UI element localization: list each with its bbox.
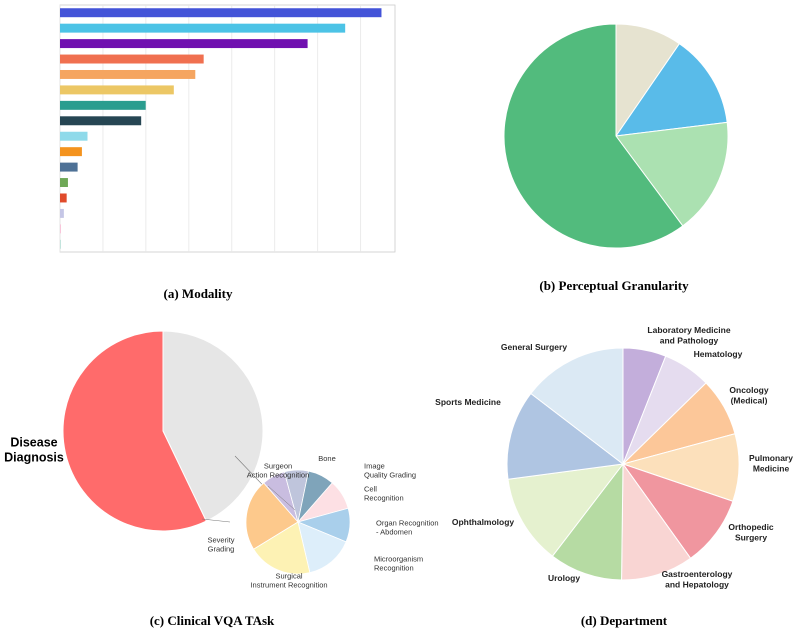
- slice-image-level: [503, 23, 684, 249]
- slice-outer-label: Pulmonary Medicine: [749, 453, 793, 474]
- slice-urology: [551, 462, 624, 581]
- sub-slice-outer-label: Organ Recognition - Abdomen: [376, 519, 439, 537]
- sub-slice-surgical-instrument-recognition: [297, 521, 347, 574]
- bar-hp: [60, 54, 204, 64]
- bar-fp: [60, 85, 174, 95]
- slice-outer-label: Sports Medicine: [435, 397, 501, 407]
- slice-other-tasks: [162, 330, 264, 522]
- bar-microscopy: [60, 100, 146, 110]
- bar-oct: [60, 131, 88, 141]
- label-leader-line: [267, 485, 296, 511]
- sub-slice-outer-label: Surgical Instrument Recognition: [250, 572, 327, 590]
- slice-outer-label: Hematology: [694, 349, 743, 359]
- slice-orthopedic-surgery: [621, 463, 734, 559]
- slice-general-surgery: [530, 347, 624, 466]
- slice-box-level: [615, 121, 729, 227]
- bar-cmr: [60, 224, 61, 234]
- slice-outer-label: General Surgery: [501, 342, 567, 352]
- caption-c: (c) Clinical VQA TAsk: [150, 613, 275, 628]
- sub-slice-outer-label: Bone: [318, 454, 336, 463]
- bar-cta: [60, 239, 61, 249]
- sub-slice-outer-label: Cell Recognition: [364, 485, 404, 503]
- slice-gastroenterology-and-hepatology: [621, 462, 692, 581]
- slice-outer-label: Oncology (Medical): [729, 385, 768, 406]
- bar-dermoscopy: [60, 116, 142, 126]
- bar-mri: [60, 8, 382, 18]
- granularity-pie-chart: [503, 23, 729, 249]
- sub-slice-outer-label: Surgeon Action Recognition: [247, 462, 310, 480]
- slice-mask-level: [614, 42, 728, 137]
- slice-disease-diagnosis: [62, 330, 207, 532]
- bar-colposcopy: [60, 178, 68, 188]
- bar-ultrasound: [60, 147, 82, 157]
- sub-slice-outer-label: Microorganism Recognition: [374, 555, 423, 573]
- caption-d: (d) Department: [581, 613, 668, 628]
- connector-line: [201, 518, 231, 523]
- caption-b: (b) Perceptual Granularity: [539, 278, 689, 293]
- sub-slice-outer-label: Severity Grading: [207, 536, 234, 554]
- slice-outer-label: Laboratory Medicine and Pathology: [647, 325, 730, 346]
- sub-slice-surgeon-action-recognition: [245, 482, 299, 550]
- caption-a: (a) Modality: [164, 286, 233, 301]
- slice-sports-medicine: [506, 392, 625, 480]
- bar-x-ray: [60, 69, 196, 79]
- slice-outer-label: Urology: [548, 573, 580, 583]
- bar-endoscopy: [60, 23, 346, 33]
- sub-slice-outer-label: Image Quality Grading: [364, 462, 416, 480]
- slice-outer-label: Gastroenterology and Hepatology: [662, 569, 733, 590]
- bar-ct: [60, 39, 308, 49]
- slice-outer-label: Disease Diagnosis: [4, 436, 64, 465]
- slice-ophthalmology: [507, 463, 625, 557]
- bar-ao-oph: [60, 208, 64, 218]
- modality-bar-chart: [59, 4, 396, 253]
- sub-slice-severity-grading: [253, 521, 311, 575]
- bar-tcb: [60, 193, 67, 203]
- department-pie-chart: Laboratory Medicine and Pathology Hematolo…: [435, 325, 793, 590]
- slice-outer-label: Ophthalmology: [452, 517, 515, 527]
- vqa-task-pie-chart: Disease Diagnosis Surgeon Action Recognitio…: [4, 330, 439, 590]
- bar-ir-imaging: [60, 162, 78, 172]
- slice-outer-label: Orthopedic Surgery: [728, 522, 774, 543]
